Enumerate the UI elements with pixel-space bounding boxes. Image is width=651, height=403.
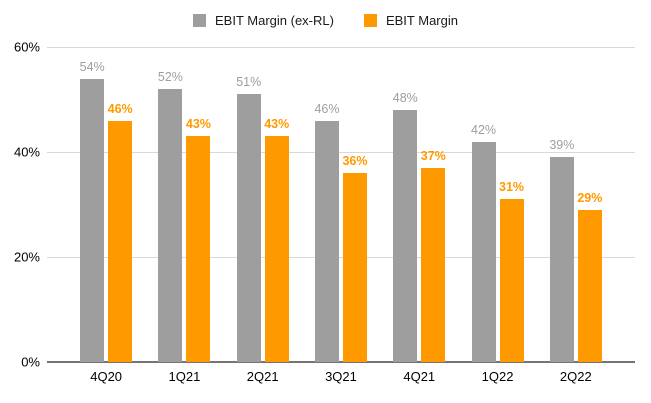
gridline-40 bbox=[47, 151, 635, 153]
data-label: 31% bbox=[499, 180, 525, 195]
x-tick-label: 1Q21 bbox=[168, 369, 201, 384]
gray-bar: 42% bbox=[471, 123, 496, 362]
x-tick-label: 1Q22 bbox=[481, 369, 514, 384]
x-tick-label: 2Q21 bbox=[246, 369, 279, 384]
chart-legend: EBIT Margin (ex-RL) EBIT Margin bbox=[0, 13, 651, 28]
gridline-20 bbox=[47, 257, 635, 258]
orange-bar: 37% bbox=[421, 149, 446, 362]
data-label: 43% bbox=[185, 117, 211, 132]
orange-legend-swatch-icon bbox=[363, 14, 377, 27]
data-label: 46% bbox=[107, 101, 133, 116]
x-axis: 4Q20 1Q21 2Q21 3Q21 4Q21 1Q22 2Q22 bbox=[47, 369, 635, 384]
gridline-60 bbox=[47, 47, 635, 48]
data-label: 46% bbox=[314, 101, 340, 116]
data-label: 36% bbox=[342, 154, 368, 168]
data-label: 51% bbox=[236, 75, 262, 90]
bar-group-2q22: 39% 29% bbox=[537, 47, 615, 362]
orange-bar: 31% bbox=[499, 180, 524, 362]
gray-bar: 54% bbox=[80, 60, 105, 362]
gray-bar: 51% bbox=[236, 75, 261, 362]
legend-item-ebit-margin-ex-rl: EBIT Margin (ex-RL) bbox=[193, 13, 334, 28]
gray-bar: 39% bbox=[549, 138, 574, 362]
bar-group-3q21: 46% 36% bbox=[302, 47, 380, 362]
legend-item-ebit-margin: EBIT Margin bbox=[363, 13, 458, 28]
legend-label: EBIT Margin (ex-RL) bbox=[215, 13, 334, 28]
bar-group-1q22: 42% 31% bbox=[458, 47, 536, 362]
orange-bar: 36% bbox=[342, 154, 368, 362]
bar-groups: 54% 46% 52% 43% 51% 43% 46% 36% 48% 37% 42% 31% 39% 2… bbox=[47, 47, 635, 362]
data-label: 42% bbox=[471, 122, 497, 137]
gray-bar: 46% bbox=[314, 102, 340, 362]
orange-bar: 43% bbox=[186, 117, 211, 362]
legend-label: EBIT Margin bbox=[385, 13, 458, 28]
orange-bar: 43% bbox=[264, 117, 289, 362]
bar-group-4q21: 48% 37% bbox=[380, 47, 458, 362]
plot-area: 54% 46% 52% 43% 51% 43% 46% 36% 48% 37% 42% 31% 39% 2… bbox=[47, 47, 635, 363]
x-tick-label: 4Q20 bbox=[90, 369, 123, 384]
orange-bar: 29% bbox=[577, 191, 602, 362]
data-label: 43% bbox=[264, 117, 290, 132]
y-tick-label: 40% bbox=[13, 144, 40, 160]
gray-bar: 52% bbox=[158, 70, 183, 362]
y-tick-label: 60% bbox=[13, 39, 40, 55]
x-tick-label: 2Q22 bbox=[559, 369, 592, 384]
y-axis: 60% 40% 20% 0% bbox=[0, 40, 40, 370]
x-tick-label: 3Q21 bbox=[325, 369, 357, 384]
bar-group-4q20: 54% 46% bbox=[67, 47, 145, 362]
data-label: 48% bbox=[392, 91, 418, 105]
y-tick-label: 0% bbox=[21, 354, 40, 370]
gray-bar: 48% bbox=[393, 91, 418, 362]
bar-group-1q21: 52% 43% bbox=[145, 47, 223, 362]
x-tick-label: 4Q21 bbox=[403, 369, 436, 384]
bar-group-2q21: 51% 43% bbox=[224, 47, 302, 362]
data-label: 52% bbox=[157, 70, 183, 84]
y-tick-label: 20% bbox=[13, 249, 40, 265]
data-label: 29% bbox=[577, 190, 603, 205]
x-axis-line bbox=[47, 361, 635, 363]
gray-legend-swatch-icon bbox=[193, 14, 206, 27]
data-label: 39% bbox=[549, 138, 575, 153]
data-label: 37% bbox=[420, 148, 446, 163]
data-label: 54% bbox=[79, 59, 105, 74]
orange-bar: 46% bbox=[108, 102, 133, 362]
